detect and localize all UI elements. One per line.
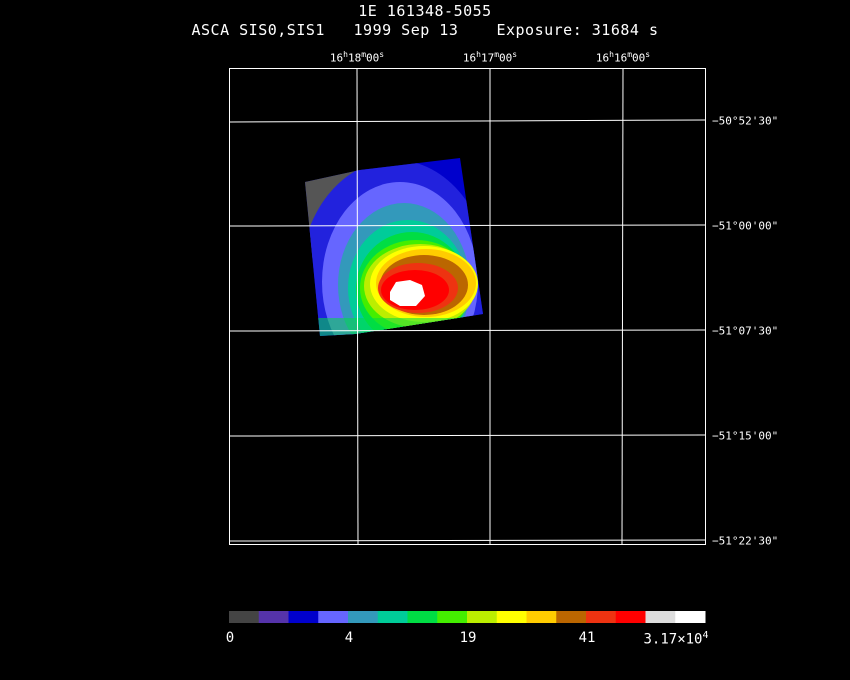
colorbar-swatch — [377, 611, 408, 623]
dec-tick-label: −51°15'00" — [712, 429, 779, 443]
dec-grid-line — [228, 434, 707, 437]
xray-intensity-image — [305, 158, 483, 336]
ra-grid-line — [356, 67, 359, 545]
dec-grid-line — [228, 224, 707, 227]
dec-tick-label: −51°22'30" — [712, 534, 779, 548]
colorbar-swatch — [229, 611, 260, 623]
colorbar-max-label: 3.17×104 — [643, 630, 709, 648]
colorbar-swatch — [288, 611, 319, 623]
colorbar-label: 41 — [578, 630, 596, 646]
colorbar — [229, 611, 706, 623]
ra-tick-label: 16h16m00s — [595, 50, 651, 65]
dec-tick-label: −50°52'30" — [712, 114, 779, 128]
dec-tick-label: −51°00'00" — [712, 219, 779, 233]
colorbar-swatch — [586, 611, 617, 623]
dec-tick-label: −51°07'30" — [712, 324, 779, 338]
colorbar-swatch — [675, 611, 706, 623]
ra-tick-label: 16h17m00s — [462, 50, 518, 65]
target-title: 1E 161348-5055 — [358, 2, 492, 20]
dec-grid-line — [228, 539, 707, 542]
colorbar-swatch — [467, 611, 498, 623]
colorbar-swatch — [496, 611, 527, 623]
colorbar-swatch — [437, 611, 468, 623]
colorbar-swatch — [615, 611, 646, 623]
colorbar-swatch — [645, 611, 676, 623]
colorbar-swatch — [318, 611, 349, 623]
colorbar-swatch — [258, 611, 289, 623]
dec-grid-line — [228, 329, 707, 332]
colorbar-label: 19 — [459, 630, 477, 646]
colorbar-label: 0 — [225, 630, 235, 646]
plot-frame — [229, 68, 706, 545]
colorbar-swatch — [407, 611, 438, 623]
dec-grid-line — [228, 119, 707, 123]
colorbar-label: 4 — [344, 630, 354, 646]
colorbar-swatch — [348, 611, 379, 623]
ra-grid-line — [621, 67, 624, 545]
ra-tick-label: 16h18m00s — [329, 50, 385, 65]
colorbar-swatch — [526, 611, 557, 623]
colorbar-swatch — [556, 611, 587, 623]
observation-subtitle: ASCA SIS0,SIS1 1999 Sep 13 Exposure: 316… — [191, 21, 659, 39]
